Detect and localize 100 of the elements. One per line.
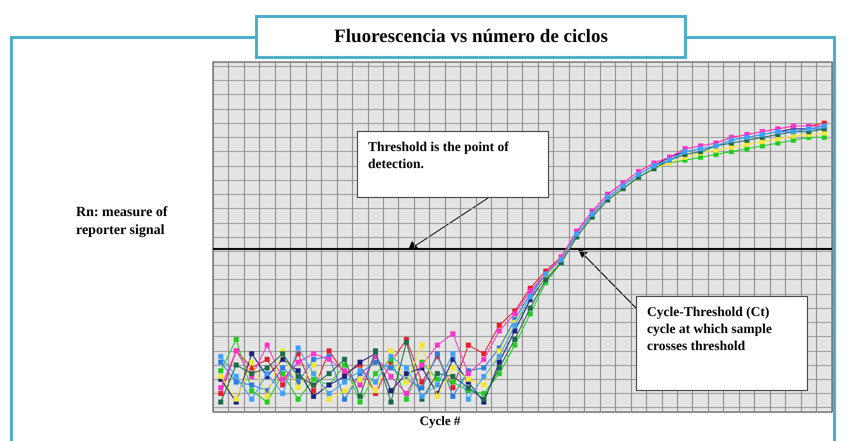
point [512,322,518,328]
point [450,351,456,356]
point [218,368,224,374]
point [249,360,254,365]
point [249,371,254,376]
point [358,400,363,405]
y-axis-title: Rn: measure of reporter signal [76,204,169,240]
point [434,394,440,399]
point [760,143,765,148]
point [234,374,239,379]
point [326,391,332,396]
point [404,365,409,370]
point [372,360,378,365]
chart-title: Fluorescencia vs número de ciclos [255,15,687,59]
point [218,374,224,379]
point [496,365,502,370]
point [450,331,456,336]
point [481,382,486,388]
point [450,394,456,399]
point [296,368,301,374]
point [496,348,502,354]
point [280,351,286,356]
point [434,382,440,388]
point [358,368,363,374]
point [698,154,703,160]
point [512,311,518,316]
point [280,391,286,396]
point [342,374,348,379]
point [775,136,780,142]
point [481,396,486,402]
point [326,356,332,362]
point [264,356,270,362]
point [790,138,796,143]
point [234,336,239,342]
point [728,144,734,150]
point [234,396,239,402]
point [311,356,316,362]
point [264,365,270,370]
point [342,388,348,394]
point [218,391,224,396]
point [311,394,316,399]
point [512,328,518,334]
point [249,351,254,356]
point [481,374,486,379]
point [342,396,348,402]
point [388,365,394,370]
point [311,388,316,394]
point [466,371,471,376]
point [512,336,518,342]
point [358,360,363,365]
point [296,374,301,379]
point [296,360,301,365]
point [342,380,348,385]
point [234,362,239,368]
point [311,382,316,388]
point [388,400,394,405]
point [528,306,533,311]
point [311,371,316,376]
point [342,356,348,362]
point [481,356,486,362]
point [296,385,301,390]
point [419,342,424,348]
point [264,371,270,376]
point [450,380,456,385]
point [404,380,409,385]
point [326,371,332,376]
point [280,365,286,370]
point [822,134,827,140]
point [450,374,456,379]
point [388,374,394,379]
point [264,342,270,348]
point [311,376,316,382]
point [404,391,409,396]
point [218,400,224,405]
point [311,362,316,368]
point [358,376,363,382]
point [528,288,533,294]
point [404,340,409,345]
point [218,354,224,360]
point [311,351,316,356]
point [790,133,796,138]
point [249,382,254,388]
callout-box: Threshold is the point of detection. [357,131,549,198]
point [419,385,424,390]
point [404,396,409,402]
point [512,342,518,348]
point [280,376,286,382]
point [744,146,750,152]
point [388,354,394,360]
point [358,382,363,388]
point [218,360,224,365]
point [496,371,502,376]
point [419,394,424,399]
point [280,382,286,388]
point [280,356,286,362]
point [543,277,548,282]
point [358,394,363,399]
point [450,365,456,370]
point [496,328,502,334]
point [481,351,486,356]
